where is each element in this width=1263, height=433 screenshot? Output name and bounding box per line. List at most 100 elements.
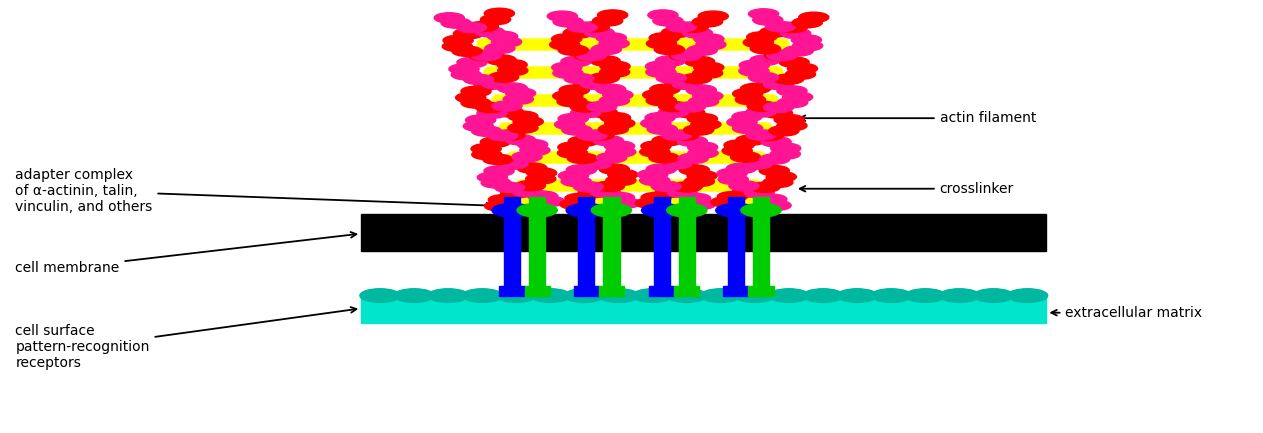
Circle shape: [717, 191, 748, 202]
Circle shape: [774, 114, 805, 125]
Circle shape: [558, 142, 589, 152]
Circle shape: [792, 35, 821, 45]
Circle shape: [558, 113, 589, 124]
Circle shape: [571, 102, 600, 112]
Circle shape: [678, 22, 709, 32]
Circle shape: [508, 111, 538, 121]
Circle shape: [686, 199, 716, 210]
Circle shape: [664, 79, 695, 89]
Circle shape: [469, 51, 499, 61]
Circle shape: [469, 21, 499, 32]
Circle shape: [652, 136, 682, 146]
Circle shape: [688, 148, 719, 158]
Circle shape: [643, 90, 673, 100]
Circle shape: [605, 118, 635, 129]
Circle shape: [590, 187, 620, 197]
Circle shape: [471, 144, 501, 154]
Circle shape: [744, 187, 774, 198]
Circle shape: [477, 108, 508, 118]
Circle shape: [567, 153, 597, 164]
Circle shape: [552, 62, 582, 73]
Circle shape: [610, 198, 640, 208]
Circle shape: [669, 50, 700, 61]
Circle shape: [974, 289, 1014, 302]
Circle shape: [659, 101, 688, 112]
Circle shape: [558, 45, 589, 55]
Circle shape: [760, 27, 789, 37]
FancyBboxPatch shape: [674, 286, 700, 296]
Circle shape: [600, 67, 630, 77]
Circle shape: [481, 78, 512, 89]
Circle shape: [471, 50, 501, 61]
Circle shape: [576, 50, 606, 61]
Circle shape: [560, 199, 590, 210]
Circle shape: [642, 204, 682, 217]
Circle shape: [750, 44, 781, 54]
Circle shape: [691, 120, 721, 129]
Circle shape: [565, 289, 605, 302]
FancyBboxPatch shape: [749, 286, 774, 296]
Circle shape: [679, 165, 710, 175]
Circle shape: [471, 126, 501, 136]
Circle shape: [746, 107, 777, 117]
FancyBboxPatch shape: [604, 197, 620, 287]
Circle shape: [488, 130, 518, 141]
FancyBboxPatch shape: [578, 197, 595, 287]
Circle shape: [692, 68, 722, 78]
Circle shape: [565, 193, 595, 204]
Circle shape: [466, 115, 496, 125]
Circle shape: [606, 175, 637, 185]
Circle shape: [685, 176, 715, 187]
Circle shape: [672, 50, 702, 61]
Circle shape: [596, 33, 626, 43]
Circle shape: [600, 61, 630, 71]
Circle shape: [484, 166, 514, 176]
Circle shape: [750, 55, 781, 65]
Circle shape: [508, 123, 538, 133]
Circle shape: [726, 163, 757, 174]
Circle shape: [681, 193, 711, 204]
Circle shape: [488, 31, 518, 42]
Circle shape: [749, 9, 779, 19]
Circle shape: [451, 70, 481, 80]
Circle shape: [733, 187, 763, 197]
Circle shape: [638, 169, 668, 180]
Circle shape: [763, 79, 793, 89]
Circle shape: [568, 136, 599, 146]
Text: crosslinker: crosslinker: [799, 182, 1014, 196]
Circle shape: [717, 168, 748, 179]
Circle shape: [743, 158, 773, 169]
Circle shape: [716, 204, 757, 217]
Circle shape: [443, 35, 474, 45]
Circle shape: [647, 164, 677, 174]
Circle shape: [557, 148, 587, 158]
Circle shape: [692, 91, 722, 101]
Circle shape: [596, 84, 625, 94]
Circle shape: [655, 56, 686, 66]
Text: adapter complex
of α-actinin, talin,
vinculin, and others: adapter complex of α-actinin, talin, vin…: [15, 168, 493, 214]
Circle shape: [792, 41, 822, 51]
Circle shape: [566, 165, 596, 175]
Circle shape: [672, 79, 702, 89]
Circle shape: [678, 153, 709, 164]
Circle shape: [584, 130, 614, 140]
Circle shape: [571, 107, 601, 118]
Circle shape: [553, 16, 584, 27]
Circle shape: [770, 143, 801, 153]
Circle shape: [727, 117, 757, 127]
Text: integrin dimer: integrin dimer: [774, 225, 1038, 245]
Circle shape: [762, 137, 791, 147]
Circle shape: [496, 60, 527, 70]
Circle shape: [563, 28, 594, 38]
Circle shape: [584, 158, 614, 169]
Polygon shape: [726, 193, 775, 214]
Circle shape: [605, 192, 634, 203]
Circle shape: [517, 163, 547, 173]
Circle shape: [759, 154, 789, 164]
Circle shape: [647, 96, 676, 106]
Circle shape: [599, 289, 639, 302]
Circle shape: [693, 34, 724, 44]
Polygon shape: [650, 193, 701, 214]
Circle shape: [940, 289, 980, 302]
Circle shape: [573, 182, 604, 192]
